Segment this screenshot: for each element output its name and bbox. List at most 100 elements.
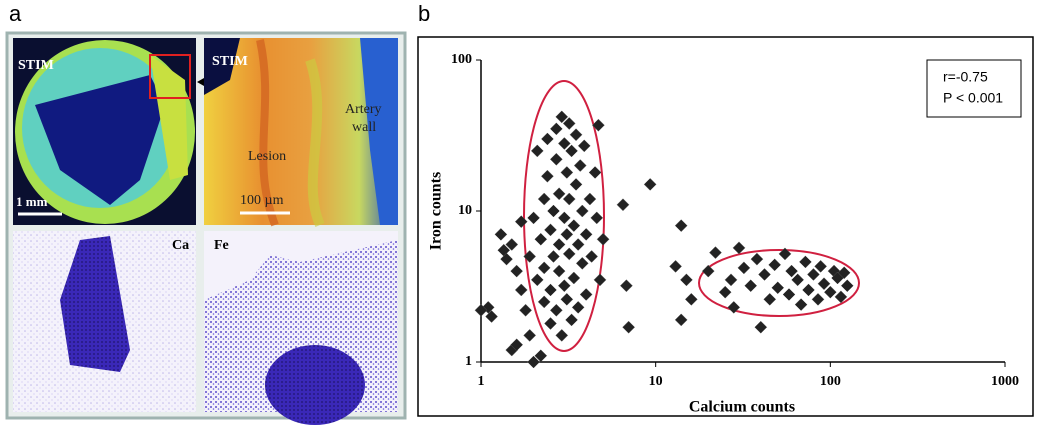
point [701, 264, 715, 278]
point [474, 303, 488, 317]
point [567, 219, 581, 232]
point [754, 320, 768, 334]
y-tick-label: 10 [458, 203, 472, 218]
point [709, 246, 722, 259]
point [814, 259, 827, 273]
point [537, 192, 551, 206]
point [534, 232, 548, 246]
point [807, 268, 820, 281]
point [557, 211, 571, 225]
point [579, 288, 593, 301]
point [590, 211, 604, 225]
scale-label: 1 mm [16, 194, 48, 209]
image-label: Fe [214, 238, 229, 253]
point [552, 264, 566, 278]
point [768, 258, 782, 272]
y-tick-label: 1 [465, 354, 472, 369]
point [494, 228, 508, 241]
point [562, 117, 576, 130]
point [674, 219, 688, 232]
image-label: Ca [172, 238, 189, 253]
point [616, 198, 630, 212]
point [791, 273, 805, 287]
point [557, 279, 571, 293]
annotation: P < 0.001 [943, 90, 1003, 106]
point [544, 283, 557, 297]
stats-box [926, 59, 1022, 118]
point [837, 266, 851, 280]
point [514, 283, 528, 297]
point [718, 285, 732, 299]
point [575, 257, 589, 270]
point [782, 288, 796, 301]
point [560, 292, 574, 306]
point [565, 144, 578, 158]
point [684, 292, 698, 306]
point [750, 252, 764, 266]
point [669, 259, 682, 273]
point [680, 273, 693, 287]
point [523, 329, 537, 342]
zoom-arrow [197, 78, 204, 86]
x-tick-label: 1 [478, 374, 485, 389]
point [549, 303, 563, 317]
point [567, 271, 581, 285]
point [544, 317, 557, 330]
point [737, 261, 751, 275]
point [562, 247, 576, 261]
point [562, 192, 576, 206]
point [557, 137, 571, 150]
point [799, 255, 812, 269]
point [840, 279, 854, 293]
point [596, 232, 610, 246]
point [732, 241, 746, 255]
point [560, 166, 574, 179]
point [549, 152, 563, 166]
point [592, 118, 605, 132]
point [763, 292, 777, 306]
point [541, 132, 554, 146]
point [620, 279, 633, 293]
point [571, 238, 585, 251]
point [537, 295, 551, 309]
scale-label: 100 µm [240, 193, 284, 208]
x-tick-label: 1000 [991, 374, 1019, 389]
point [485, 310, 498, 323]
point [569, 128, 583, 142]
point [519, 303, 532, 317]
y-tick-label: 100 [451, 52, 472, 67]
cluster-ellipse [698, 249, 860, 317]
point [577, 139, 591, 153]
point [794, 298, 808, 311]
point [547, 250, 560, 263]
y-axis-title: Iron counts [428, 172, 445, 250]
x-tick-label: 10 [649, 374, 663, 389]
cluster-ellipse [523, 80, 605, 352]
point [758, 268, 771, 281]
region-label: wall [352, 120, 376, 135]
point [500, 252, 513, 266]
point [510, 264, 524, 278]
point [547, 204, 560, 218]
image-label: STIM [212, 54, 248, 69]
point [573, 159, 587, 172]
point [560, 228, 574, 241]
point [552, 238, 566, 251]
point [771, 281, 785, 295]
point [569, 178, 583, 191]
point [593, 273, 607, 287]
point [571, 301, 585, 314]
point [537, 261, 551, 275]
panel-label: a [9, 1, 22, 26]
point [555, 110, 569, 124]
point [541, 169, 554, 183]
x-tick-label: 100 [820, 374, 841, 389]
point [802, 283, 815, 297]
panel-label: b [418, 1, 430, 26]
point [643, 178, 657, 191]
point [727, 301, 741, 314]
point [585, 250, 598, 263]
point [724, 273, 738, 287]
annotation: r=-0.75 [943, 69, 988, 85]
